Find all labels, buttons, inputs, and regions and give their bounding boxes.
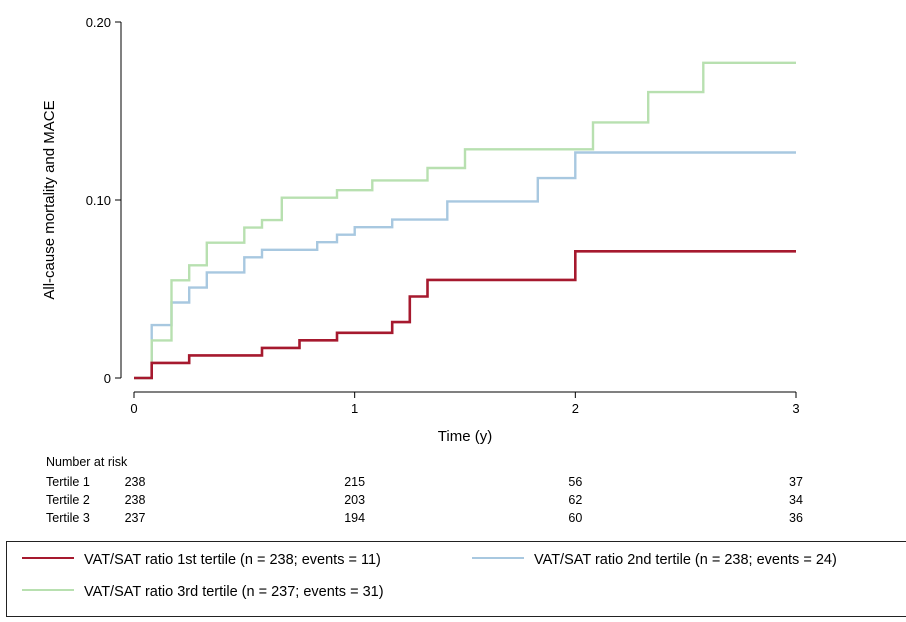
risk-row-label: Tertile 1 [46, 475, 90, 489]
x-tick-label: 0 [130, 401, 137, 416]
y-tick-label: 0 [104, 371, 111, 386]
risk-cell: 215 [344, 475, 366, 489]
legend-label-tertile-2: VAT/SAT ratio 2nd tertile (n = 238; even… [534, 552, 837, 568]
axes: 0 0.10 0.20 0 1 2 3 [86, 15, 800, 416]
legend-swatch-tertile-3 [22, 589, 74, 592]
legend-swatch-tertile-1 [22, 557, 74, 560]
risk-row-label: Tertile 3 [46, 511, 90, 525]
risk-cell: 203 [344, 493, 366, 507]
legend-item-tertile-2: VAT/SAT ratio 2nd tertile (n = 238; even… [472, 552, 837, 568]
y-tick-label: 0.10 [86, 193, 111, 208]
legend: VAT/SAT ratio 1st tertile (n = 238; even… [6, 541, 906, 617]
legend-swatch-tertile-2 [472, 557, 524, 560]
legend-item-tertile-3: VAT/SAT ratio 3rd tertile (n = 237; even… [22, 584, 384, 600]
risk-row-label: Tertile 2 [46, 493, 90, 507]
y-axis-label: All-cause mortality and MACE [41, 100, 58, 299]
x-tick-label: 1 [351, 401, 358, 416]
risk-cell: 37 [789, 475, 803, 489]
risk-cell: 237 [124, 511, 146, 525]
risk-cell: 56 [568, 475, 583, 489]
x-tick-label: 2 [572, 401, 579, 416]
risk-cell: 36 [789, 511, 803, 525]
risk-cell: 238 [124, 493, 146, 507]
curves [134, 61, 796, 380]
series-line-tertile-2 [134, 151, 796, 380]
legend-label-tertile-3: VAT/SAT ratio 3rd tertile (n = 237; even… [84, 584, 384, 600]
risk-cell: 194 [344, 511, 366, 525]
x-axis-label: Time (y) [438, 428, 492, 445]
x-tick-label: 3 [792, 401, 799, 416]
risk-cell: 62 [568, 493, 583, 507]
legend-item-tertile-1: VAT/SAT ratio 1st tertile (n = 238; even… [22, 552, 381, 568]
legend-label-tertile-1: VAT/SAT ratio 1st tertile (n = 238; even… [84, 552, 381, 568]
km-plot: 0 0.10 0.20 0 1 2 3 All-cause mortality and MA… [41, 15, 800, 445]
risk-cell: 34 [789, 493, 803, 507]
series-line-tertile-1 [134, 250, 796, 380]
series-line-tertile-3 [134, 61, 796, 380]
risk-cell: 60 [568, 511, 583, 525]
risk-cell: 238 [124, 475, 146, 489]
y-tick-label: 0.20 [86, 15, 111, 30]
risk-table-title: Number at risk [46, 455, 128, 469]
